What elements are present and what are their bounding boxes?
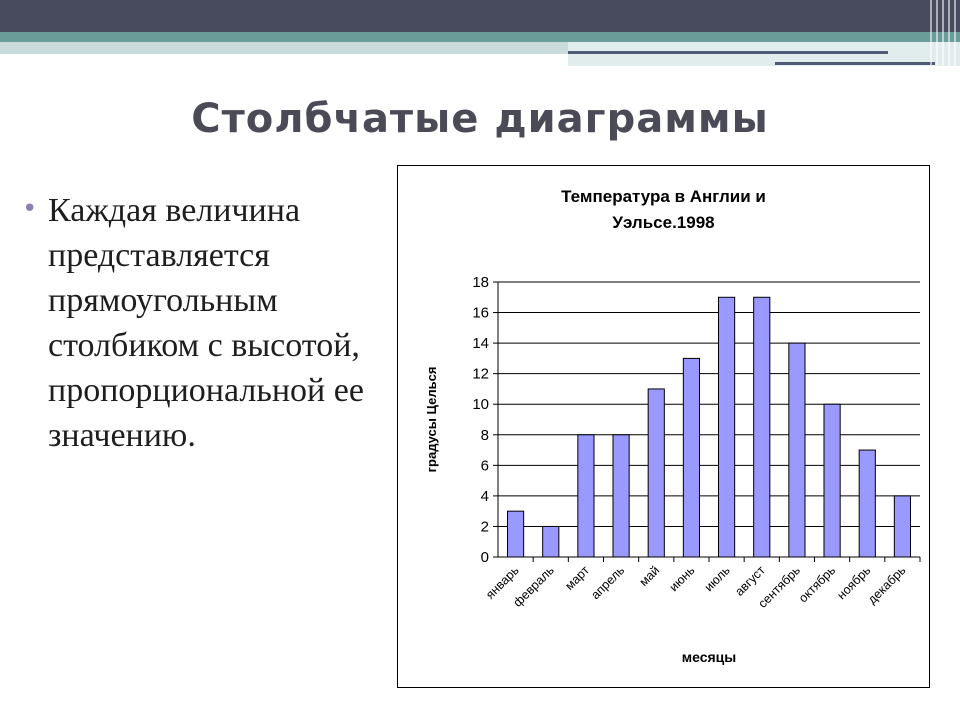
header-stripes — [930, 0, 960, 66]
bar — [717, 296, 736, 558]
y-tick-label: 0 — [481, 549, 489, 566]
header-bar — [0, 0, 960, 32]
x-tick-label: октябрь — [796, 563, 838, 605]
header-accent-band — [0, 32, 960, 42]
y-tick-label: 12 — [472, 366, 489, 383]
y-tick-label: 16 — [472, 305, 489, 322]
y-axis-title: градусы Целься — [424, 367, 439, 473]
header-rule-long — [568, 51, 888, 54]
y-tick-label: 18 — [472, 274, 489, 291]
x-tick-label: май — [637, 563, 663, 589]
y-tick-label: 8 — [481, 427, 489, 444]
bar — [823, 403, 841, 558]
bar — [858, 449, 876, 558]
bullet-text: Каждая величина представляется прямоугол… — [48, 192, 364, 454]
bar — [753, 296, 771, 558]
x-tick-label: март — [562, 563, 592, 593]
x-tick-label: июль — [702, 563, 733, 594]
x-tick-label: декабрь — [865, 563, 909, 607]
slide-title: Столбчатые диаграммы — [191, 96, 769, 142]
chart-title: Температура в Англии и Уэльсе.1998 — [398, 184, 929, 236]
x-axis-title: месяцы — [682, 649, 736, 665]
y-tick-label: 2 — [481, 518, 489, 535]
header-rule-short — [775, 62, 935, 65]
chart-title-line-1: Температура в Англии и — [561, 187, 766, 206]
bar — [577, 434, 595, 558]
x-tick-label: апрель — [588, 563, 627, 602]
bar — [893, 495, 912, 558]
bar — [682, 357, 701, 558]
x-tick-label: июнь — [667, 563, 698, 594]
chart-title-line-2: Уэльсе.1998 — [612, 213, 715, 232]
bar — [788, 342, 806, 558]
bar — [506, 510, 525, 558]
bar-chart: Температура в Англии и Уэльсе.1998 0 2 4 6 8… — [397, 165, 930, 688]
bullet-marker: • — [22, 194, 38, 224]
bar — [612, 434, 630, 558]
y-tick-label: 6 — [481, 457, 489, 474]
bar — [542, 525, 560, 558]
y-tick-label: 14 — [472, 335, 489, 352]
bar — [647, 388, 665, 558]
y-tick-label: 4 — [481, 488, 489, 505]
y-tick-label: 10 — [472, 396, 489, 413]
